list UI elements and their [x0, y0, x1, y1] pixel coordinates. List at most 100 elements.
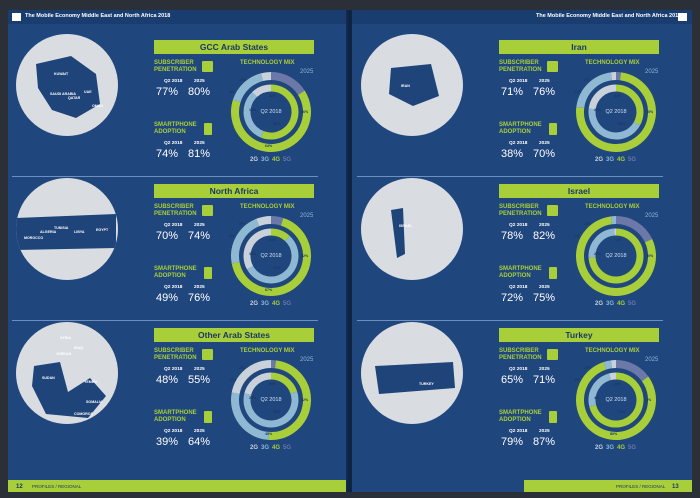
globe-land-shape [389, 64, 439, 106]
highlighted-country-shape [389, 64, 439, 106]
donut-2025-label: 2025 [300, 69, 314, 75]
map-country-label: SUDAN [42, 376, 55, 380]
technology-mix-donut-chart [576, 72, 656, 152]
map-country-label: UAE [84, 90, 92, 94]
donut-outer-percent-label: 5% [239, 222, 245, 226]
region-title: Iran [499, 40, 659, 54]
outer-ring-2025-segment-g3 [576, 72, 613, 109]
technology-mix-donut-chart [231, 72, 311, 152]
technology-mix-label: TECHNOLOGY MIX [585, 60, 640, 66]
inner-ring-q2-2018-segment-g4 [588, 228, 644, 284]
q2-2018-label: Q2 2018 [164, 285, 183, 290]
inner-ring-q2-2018-segment-g4 [589, 372, 644, 428]
person-icon [202, 205, 213, 216]
map-country-label: MOROCCO [24, 236, 44, 240]
outer-ring-2025-segment-g3 [231, 218, 260, 264]
donut-inner-percent-label: 59% [269, 382, 277, 386]
inner-ring-q2-2018-segment-g3 [243, 91, 264, 138]
legend-2g: 2G [595, 301, 604, 307]
donut-center-label: Q2 2018 [260, 397, 282, 403]
person-icon [202, 349, 213, 360]
q2-2018-label: Q2 2018 [164, 429, 183, 434]
donut-outer-percent-label: 21% [574, 90, 582, 94]
subscriber-q2-value: 70% [156, 230, 179, 242]
smartphone-q2-value: 74% [156, 148, 179, 160]
donut-outer-percent-label: 16% [301, 110, 309, 114]
map-country-label: ISRAEL [399, 224, 413, 228]
globe-land-shape [16, 214, 116, 250]
subscriber-q2-value: 77% [156, 86, 179, 98]
inner-ring-q2-2018-segment-g2 [252, 84, 272, 98]
donut-2025-label: 2025 [645, 213, 659, 219]
technology-mix-donut-chart [576, 360, 656, 440]
donut-outer-percent-label: 49% [265, 432, 273, 436]
donut-center-label: Q2 2018 [260, 109, 282, 115]
donut-inner-percent-label: 21% [249, 396, 257, 400]
outer-ring-2025-segment-g3 [232, 73, 264, 103]
donut-inner-percent-label: 23% [594, 108, 602, 112]
donut-outer-percent-label: 80% [646, 254, 654, 258]
legend-3g: 3G [606, 157, 615, 163]
map-country-label: QATAR [68, 96, 81, 100]
legend-2g: 2G [250, 157, 259, 163]
smartphone-icon [204, 123, 212, 135]
year-2025-label: 2025 [194, 285, 205, 290]
section-divider [357, 320, 663, 321]
smartphone-icon [549, 267, 557, 279]
inner-ring-q2-2018-segment-g4 [260, 84, 299, 140]
donut-outer-percent-label: 2% [584, 78, 590, 82]
legend-5g: 5G [628, 445, 637, 451]
map-country-label: YEMEN [84, 380, 97, 384]
map-country-label: KUWAIT [54, 72, 69, 76]
subscriber-penetration-label: SUBSCRIBER PENETRATION [499, 60, 542, 73]
donut-inner-percent-label: 56% [273, 122, 281, 126]
region-title: Israel [499, 184, 659, 198]
map-country-label: SOMALIA [86, 400, 103, 404]
subscriber-q2-value: 71% [501, 86, 524, 98]
donut-inner-percent-label: 71% [618, 410, 626, 414]
legend-4g: 4G [272, 301, 281, 307]
donut-2025-label: 2025 [645, 69, 659, 75]
map-country-label: IRAQ [74, 346, 83, 350]
donut-inner-percent-label: 74% [614, 238, 622, 242]
donut-outer-percent-label: 80% [610, 432, 618, 436]
person-icon [202, 61, 213, 72]
legend-5g: 5G [283, 445, 292, 451]
q2-2018-label: Q2 2018 [509, 285, 528, 290]
smartphone-icon [204, 267, 212, 279]
map-country-label: TUNISIA [54, 226, 69, 230]
subscriber-penetration-label: SUBSCRIBER PENETRATION [499, 348, 542, 361]
donut-2025-label: 2025 [300, 213, 314, 219]
outer-ring-2025-segment-g4 [576, 72, 656, 152]
map-country-label: OMAN [92, 104, 103, 108]
person-icon [547, 205, 558, 216]
region-globe-map [16, 178, 118, 280]
subscriber-penetration-label: SUBSCRIBER PENETRATION [154, 60, 197, 73]
legend-2g: 2G [595, 445, 604, 451]
donut-2025-label: 2025 [300, 357, 314, 363]
donut-outer-percent-label: 75% [646, 110, 654, 114]
technology-mix-donut-chart [576, 216, 656, 296]
inner-ring-q2-2018-segment-g3 [243, 391, 299, 428]
year-2025-label: 2025 [539, 141, 550, 146]
year-2025-label: 2025 [539, 285, 550, 290]
legend-5g: 5G [628, 301, 637, 307]
smartphone-2025-value: 76% [188, 292, 211, 304]
outer-ring-2025-segment-g2 [261, 72, 272, 82]
q2-2018-label: Q2 2018 [509, 79, 528, 84]
smartphone-icon [549, 123, 557, 135]
outer-ring-2025-segment-g5 [615, 216, 653, 243]
outer-ring-2025-segment-g5 [270, 216, 284, 226]
legend-5g: 5G [283, 157, 292, 163]
outer-ring-2025-segment-g2 [231, 360, 272, 395]
technology-mix-label: TECHNOLOGY MIX [240, 60, 295, 66]
q2-2018-label: Q2 2018 [164, 223, 183, 228]
smartphone-adoption-label: SMARTPHONE ADOPTION [154, 122, 197, 135]
subscriber-2025-value: 71% [533, 374, 556, 386]
donut-outer-percent-label: 2% [239, 366, 245, 370]
year-2025-label: 2025 [194, 141, 205, 146]
smartphone-icon [549, 411, 557, 423]
donut-outer-percent-label: 2% [574, 234, 580, 238]
region-globe-map [361, 34, 463, 136]
smartphone-adoption-label: SMARTPHONE ADOPTION [499, 122, 542, 135]
